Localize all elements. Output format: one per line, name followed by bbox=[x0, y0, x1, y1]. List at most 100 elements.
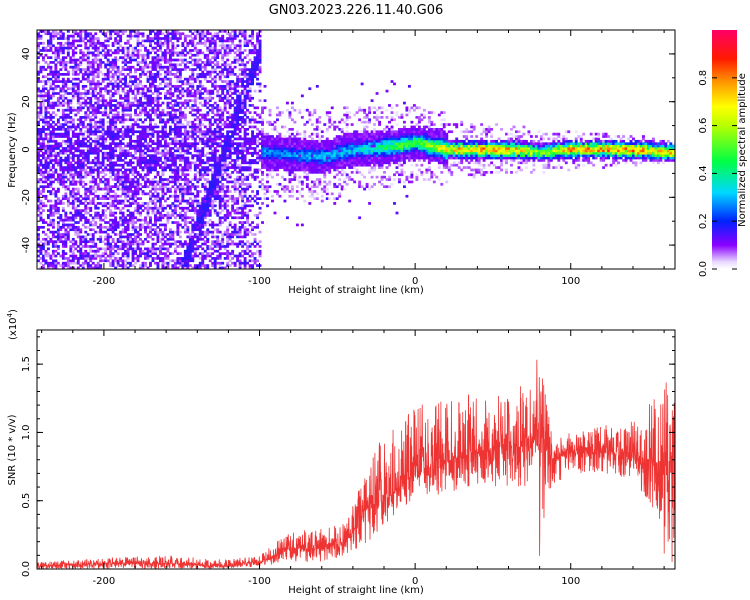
heatmap-cell bbox=[191, 216, 195, 220]
heatmap-cell bbox=[228, 37, 232, 40]
heatmap-cell bbox=[191, 225, 195, 229]
heatmap-cell bbox=[81, 154, 85, 157]
heatmap-cell bbox=[84, 151, 88, 155]
heatmap-cell bbox=[231, 132, 235, 136]
heatmap-cell bbox=[211, 202, 215, 205]
heatmap-cell bbox=[206, 161, 210, 165]
heatmap-cell bbox=[141, 34, 145, 38]
heatmap-cell bbox=[218, 87, 222, 91]
heatmap-cell bbox=[211, 194, 215, 198]
heatmap-cell bbox=[231, 73, 235, 76]
heatmap-cell bbox=[54, 34, 58, 38]
heatmap-cell bbox=[96, 144, 100, 148]
heatmap-cell bbox=[79, 49, 83, 52]
heatmap-cell bbox=[136, 44, 140, 48]
heatmap-cell bbox=[126, 34, 130, 38]
heatmap-cell bbox=[173, 171, 177, 174]
heatmap-cell bbox=[79, 44, 83, 48]
heatmap-cell bbox=[79, 264, 83, 267]
heatmap-cell bbox=[218, 254, 222, 258]
heatmap-cell bbox=[141, 151, 145, 155]
heatmap-cell bbox=[201, 247, 205, 251]
heatmap-cell bbox=[44, 171, 48, 174]
heatmap-cell bbox=[183, 137, 187, 141]
heatmap-cell bbox=[94, 194, 98, 198]
heatmap-cell bbox=[49, 151, 53, 155]
heatmap-cell bbox=[166, 182, 170, 186]
heatmap-cell bbox=[191, 182, 195, 186]
heatmap-cell bbox=[231, 41, 235, 45]
heatmap-cell bbox=[183, 163, 187, 167]
heatmap-cell bbox=[218, 37, 222, 40]
heatmap-cell bbox=[203, 161, 207, 165]
heatmap-cell bbox=[46, 214, 50, 217]
heatmap-cell bbox=[46, 39, 50, 43]
heatmap-cell bbox=[211, 154, 215, 157]
heatmap-cell bbox=[84, 111, 88, 114]
heatmap-cell bbox=[59, 159, 63, 162]
heatmap-cell bbox=[91, 118, 95, 122]
heatmap-cell bbox=[49, 56, 53, 59]
heatmap-cell bbox=[196, 89, 200, 93]
heatmap-cell bbox=[124, 46, 128, 50]
heatmap-cell bbox=[156, 225, 160, 229]
heatmap-cell bbox=[233, 130, 237, 134]
heatmap-cell bbox=[176, 149, 180, 153]
heatmap-cell bbox=[129, 233, 133, 236]
heatmap-cell bbox=[206, 144, 210, 148]
heatmap-cell bbox=[81, 77, 85, 81]
heatmap-cell bbox=[76, 34, 80, 38]
heatmap-cell bbox=[131, 156, 135, 160]
heatmap-cell bbox=[226, 163, 230, 167]
heatmap-cell bbox=[116, 156, 120, 160]
heatmap-cell bbox=[74, 154, 78, 157]
heatmap-cell bbox=[124, 106, 128, 110]
heatmap-cell bbox=[89, 209, 93, 212]
heatmap-cell bbox=[191, 37, 195, 40]
heatmap-cell bbox=[178, 108, 182, 112]
heatmap-cell bbox=[149, 228, 152, 232]
heatmap-cell bbox=[116, 240, 120, 244]
heatmap-cell bbox=[106, 233, 110, 236]
heatmap-cell bbox=[223, 266, 227, 269]
heatmap-cell bbox=[218, 218, 222, 222]
heatmap-cell bbox=[46, 242, 50, 246]
heatmap-cell bbox=[198, 82, 202, 86]
heatmap-cell bbox=[116, 173, 120, 177]
heatmap-cell bbox=[208, 147, 212, 150]
heatmap-cell bbox=[168, 237, 172, 241]
heatmap-cell bbox=[203, 178, 207, 181]
heatmap-cell bbox=[56, 151, 60, 155]
heatmap-cell bbox=[121, 108, 125, 112]
heatmap-cell bbox=[109, 254, 113, 258]
heatmap-cell bbox=[223, 65, 227, 69]
heatmap-cell bbox=[154, 84, 157, 88]
heatmap-cell bbox=[196, 30, 200, 33]
heatmap-cell bbox=[129, 30, 133, 33]
heatmap-cell bbox=[89, 32, 93, 36]
heatmap-cell bbox=[178, 51, 182, 55]
heatmap-cell bbox=[84, 197, 88, 200]
heatmap-cell bbox=[206, 192, 210, 196]
heatmap-cell bbox=[61, 185, 65, 189]
heatmap-cell bbox=[104, 39, 108, 43]
heatmap-cell bbox=[64, 82, 68, 86]
heatmap-cell bbox=[134, 168, 137, 172]
heatmap-cell bbox=[89, 237, 93, 241]
heatmap-cell bbox=[228, 106, 232, 110]
heatmap-cell bbox=[44, 87, 48, 91]
heatmap-cell bbox=[231, 37, 235, 40]
heatmap-cell bbox=[116, 130, 120, 134]
heatmap-cell bbox=[81, 261, 85, 265]
heatmap-cell bbox=[121, 51, 125, 55]
heatmap-cell bbox=[186, 51, 190, 55]
heatmap-cell bbox=[129, 101, 133, 105]
heatmap-cell bbox=[231, 61, 235, 64]
heatmap-cell bbox=[198, 73, 202, 76]
heatmap-cell bbox=[131, 202, 135, 205]
heatmap-cell bbox=[206, 111, 210, 114]
heatmap-cell bbox=[71, 249, 75, 253]
heatmap-cell bbox=[119, 237, 123, 241]
heatmap-cell bbox=[106, 235, 110, 239]
heatmap-cell bbox=[166, 151, 170, 155]
